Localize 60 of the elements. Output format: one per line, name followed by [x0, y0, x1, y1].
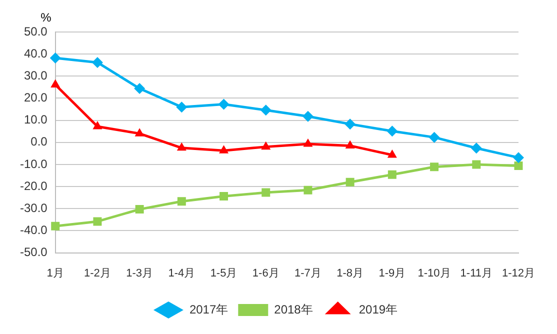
point	[134, 83, 146, 94]
point	[92, 121, 102, 130]
y-tick-label: -50.0	[20, 245, 48, 260]
y-tick-label: -40.0	[20, 223, 48, 238]
legend-label: 2018年	[274, 302, 313, 316]
point	[177, 197, 186, 206]
point	[261, 141, 271, 150]
point	[388, 170, 396, 179]
point	[134, 128, 144, 136]
y-tick-label: 10.0	[24, 112, 48, 127]
point	[430, 162, 439, 172]
x-tick-label: 1-11月	[460, 267, 492, 280]
y-tick-label: 0.0	[30, 134, 48, 149]
point	[304, 186, 312, 194]
x-tick-label: 1-4月	[168, 267, 196, 280]
x-tick-label: 1月	[46, 267, 64, 280]
point	[50, 52, 61, 64]
point	[345, 140, 355, 148]
point	[260, 104, 272, 116]
point	[302, 110, 314, 122]
x-tick-label: 1-12月	[502, 267, 536, 280]
x-tick-label: 1-5月	[210, 267, 238, 280]
x-tick-label: 1-2月	[84, 267, 111, 280]
y-tick-label: 40.0	[24, 46, 48, 60]
point	[470, 142, 482, 154]
x-tick-label: 1-7月	[294, 267, 322, 280]
point	[512, 152, 524, 164]
point	[176, 102, 188, 113]
y-tick-label: -10.0	[20, 156, 48, 171]
point	[50, 79, 60, 88]
point	[344, 118, 356, 130]
point	[135, 205, 144, 214]
point	[514, 162, 523, 170]
y-tick-label: 30.0	[24, 68, 48, 82]
point	[93, 217, 102, 226]
x-tick-label: 1-9月	[378, 267, 406, 280]
legend-label: 2017年	[189, 302, 228, 316]
point	[386, 126, 398, 137]
x-tick-label: 1-3月	[126, 267, 154, 280]
point	[220, 192, 228, 201]
point	[92, 56, 103, 68]
point	[218, 98, 230, 110]
point	[303, 138, 313, 147]
x-tick-label: 1-6月	[252, 267, 280, 280]
legend-label: 2019年	[358, 302, 398, 316]
y-axis-title: %	[40, 10, 52, 24]
point	[387, 149, 397, 158]
point	[346, 178, 354, 186]
point	[51, 222, 60, 230]
point	[176, 142, 186, 151]
point	[219, 145, 229, 154]
x-tick-label: 1-8月	[336, 267, 364, 280]
y-tick-label: 20.0	[24, 90, 48, 105]
y-tick-label: -20.0	[20, 178, 48, 193]
point	[262, 188, 270, 197]
y-tick-label: -30.0	[20, 200, 48, 215]
y-tick-label: 50.0	[24, 24, 48, 38]
point	[472, 160, 481, 169]
point	[428, 132, 440, 143]
x-tick-label: 1-10月	[418, 267, 451, 280]
